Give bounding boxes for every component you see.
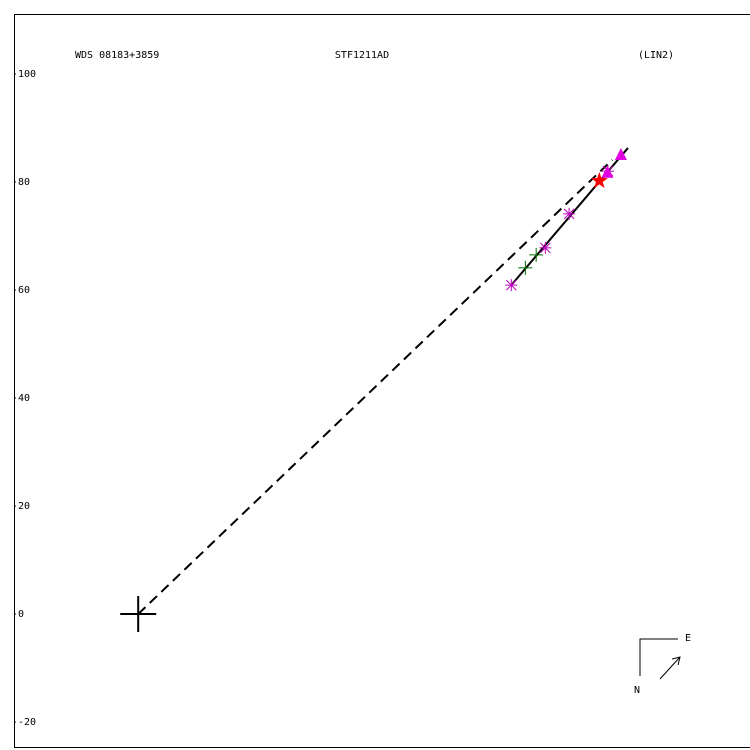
marker-stroke — [539, 242, 551, 254]
point — [539, 241, 552, 254]
marker-shape — [614, 147, 627, 160]
marker-shape — [601, 165, 614, 178]
fit-line — [137, 159, 613, 615]
y-tick-label: 100 — [18, 69, 36, 80]
point — [529, 247, 544, 262]
chart-title: STF1211AD — [335, 50, 389, 61]
compass-north: N — [634, 685, 640, 696]
point — [601, 165, 614, 178]
point — [505, 279, 518, 292]
compass-arrowhead — [671, 656, 681, 666]
y-tick-label: 80 — [18, 177, 30, 188]
compass — [639, 638, 681, 680]
point — [590, 171, 608, 189]
compass-east: E — [685, 633, 691, 644]
marker-shape — [590, 171, 608, 189]
wds-id: WDS 08183+3859 — [75, 50, 159, 61]
y-tick-label: -20 — [18, 717, 36, 728]
compass-arrow — [659, 656, 681, 680]
y-tick-label: 40 — [18, 393, 30, 404]
point — [518, 260, 533, 275]
plot-frame — [14, 14, 750, 748]
marker-stroke — [505, 279, 517, 291]
compass-axes — [639, 638, 678, 676]
reference: (LIN2) — [638, 50, 674, 61]
y-tick-label: 0 — [18, 609, 24, 620]
marker-stroke — [563, 208, 575, 220]
point — [120, 596, 157, 633]
y-tick-label: 60 — [18, 285, 30, 296]
point — [563, 207, 576, 220]
point — [614, 147, 627, 160]
y-tick-label: 20 — [18, 501, 30, 512]
